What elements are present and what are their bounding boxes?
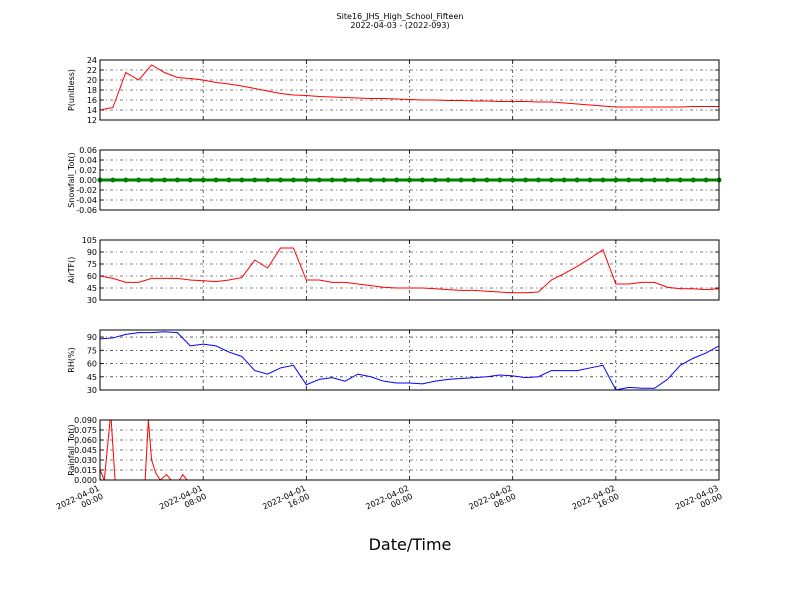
data-point xyxy=(368,177,374,183)
y-tick-label: 0.090 xyxy=(74,416,97,425)
data-point xyxy=(381,177,387,183)
y-tick-label: -0.04 xyxy=(76,196,97,205)
data-point xyxy=(329,177,335,183)
y-tick-label: 0.00 xyxy=(79,176,97,185)
data-point xyxy=(239,177,245,183)
y-tick-label: 0.045 xyxy=(74,446,97,455)
data-point xyxy=(561,177,567,183)
y-tick-label: 105 xyxy=(82,236,97,245)
y-tick-label: 75 xyxy=(87,346,97,355)
data-point xyxy=(187,177,193,183)
data-point xyxy=(110,177,116,183)
data-point xyxy=(200,177,206,183)
x-axis-label: Date/Time xyxy=(369,535,452,554)
y-tick-label: -0.06 xyxy=(76,206,97,215)
chart-title: Site16_JHS_High_School_Fifteen xyxy=(337,12,464,21)
y-tick-label: 0.02 xyxy=(79,166,97,175)
data-point xyxy=(278,177,284,183)
data-point xyxy=(652,177,658,183)
y-tick-label: 75 xyxy=(87,260,97,269)
y-tick-label: 0.060 xyxy=(74,436,97,445)
y-tick-label: 90 xyxy=(87,333,97,342)
data-point xyxy=(535,177,541,183)
y-axis-label: P(unitless) xyxy=(67,69,76,111)
y-tick-label: 0.000 xyxy=(74,476,97,485)
data-line xyxy=(100,247,719,294)
data-point xyxy=(587,177,593,183)
data-point xyxy=(419,177,425,183)
data-point xyxy=(136,177,142,183)
data-point xyxy=(677,177,683,183)
data-point xyxy=(497,177,503,183)
y-tick-label: 24 xyxy=(87,56,97,65)
y-axis-label: RH(%) xyxy=(67,347,76,372)
y-tick-label: 16 xyxy=(87,96,97,105)
y-tick-label: 0.015 xyxy=(74,466,97,475)
data-line xyxy=(100,64,719,111)
y-tick-label: -0.02 xyxy=(76,186,97,195)
data-point xyxy=(407,177,412,183)
y-axis-label: Snowfall_Tot() xyxy=(67,152,76,208)
data-point xyxy=(394,177,400,183)
data-point xyxy=(458,177,464,183)
data-line xyxy=(100,331,719,390)
data-point xyxy=(342,177,348,183)
data-point xyxy=(445,177,451,183)
y-tick-label: 20 xyxy=(87,76,97,85)
data-point xyxy=(639,177,645,183)
chart-subtitle: 2022-04-03 - (2022-093) xyxy=(350,21,449,30)
y-tick-label: 12 xyxy=(87,116,97,125)
y-tick-label: 60 xyxy=(87,360,97,369)
y-tick-label: 90 xyxy=(87,248,97,257)
data-point xyxy=(252,177,258,183)
axes-frame xyxy=(99,59,720,121)
axes-frame xyxy=(99,239,720,301)
data-point xyxy=(123,177,129,183)
axes-frame xyxy=(99,419,720,481)
y-axis-label: Rainfall_Tot() xyxy=(67,424,76,476)
data-point xyxy=(690,177,696,183)
data-point xyxy=(303,177,309,183)
y-tick-label: 45 xyxy=(87,373,97,382)
y-tick-label: 14 xyxy=(87,106,97,115)
data-point xyxy=(174,177,180,183)
y-tick-label: 30 xyxy=(87,386,97,395)
data-point xyxy=(290,177,296,183)
data-point xyxy=(265,177,271,183)
data-point xyxy=(664,177,670,183)
y-tick-label: 0.04 xyxy=(79,156,97,165)
data-point xyxy=(613,177,619,183)
data-point xyxy=(149,177,155,183)
data-point xyxy=(703,177,709,183)
data-point xyxy=(432,177,438,183)
y-tick-label: 0.030 xyxy=(74,456,97,465)
data-point xyxy=(226,177,232,183)
y-tick-label: 0.075 xyxy=(74,426,97,435)
data-point xyxy=(355,177,361,183)
y-tick-label: 60 xyxy=(87,272,97,281)
y-tick-label: 22 xyxy=(87,66,97,75)
data-point xyxy=(161,177,167,183)
y-tick-label: 0.06 xyxy=(79,146,97,155)
y-tick-label: 18 xyxy=(87,86,97,95)
data-line xyxy=(100,420,719,480)
data-point xyxy=(316,177,322,183)
data-point xyxy=(471,177,477,183)
data-point xyxy=(600,177,606,183)
y-tick-label: 45 xyxy=(87,284,97,293)
data-point xyxy=(574,177,580,183)
axes-frame xyxy=(99,329,720,391)
data-point xyxy=(548,177,554,183)
y-axis-label: AirTF() xyxy=(67,257,76,284)
data-point xyxy=(484,177,490,183)
data-point xyxy=(523,177,529,183)
axes-frame xyxy=(99,149,720,211)
data-point xyxy=(626,177,632,183)
y-tick-label: 30 xyxy=(87,296,97,305)
data-point xyxy=(510,177,516,183)
data-point xyxy=(213,177,219,183)
